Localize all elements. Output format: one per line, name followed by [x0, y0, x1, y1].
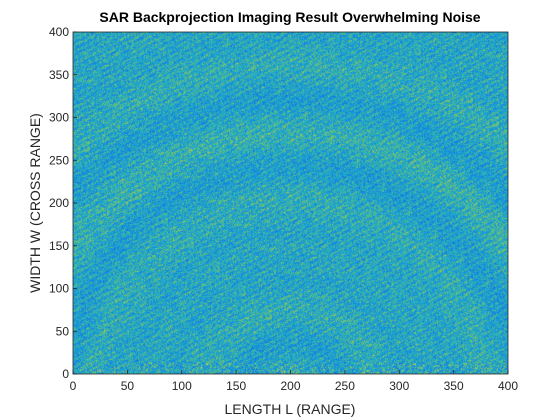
y-tick-label: 150: [49, 239, 69, 253]
chart-title: SAR Backprojection Imaging Result Overwh…: [99, 9, 480, 25]
y-tick-label: 50: [56, 324, 70, 338]
x-axis-ticks: 0 50 100 150 200 250 300 350 400: [70, 370, 518, 393]
x-tick-label: 250: [335, 379, 355, 393]
heatmap-image: [73, 32, 508, 374]
x-tick-label: 100: [172, 379, 192, 393]
x-tick-label: 50: [121, 379, 135, 393]
y-axis-label: WIDTH W (CROSS RANGE): [27, 113, 43, 293]
x-tick-label: 0: [70, 379, 77, 393]
y-tick-label: 200: [49, 196, 69, 210]
y-tick-label: 0: [62, 367, 69, 381]
x-axis-label: LENGTH L (RANGE): [225, 401, 356, 417]
y-tick-label: 100: [49, 282, 69, 296]
x-tick-label: 200: [280, 379, 300, 393]
y-tick-label: 350: [49, 68, 69, 82]
plot-area: [72, 31, 509, 375]
y-tick-label: 250: [49, 153, 69, 167]
x-tick-label: 300: [389, 379, 409, 393]
y-tick-label: 400: [49, 25, 69, 39]
x-tick-label: 350: [444, 379, 464, 393]
y-axis-ticks: 0 50 100 150 200 250 300 350 400: [49, 25, 77, 381]
y-tick-label: 300: [49, 111, 69, 125]
x-tick-label: 400: [498, 379, 518, 393]
x-tick-label: 150: [226, 379, 246, 393]
